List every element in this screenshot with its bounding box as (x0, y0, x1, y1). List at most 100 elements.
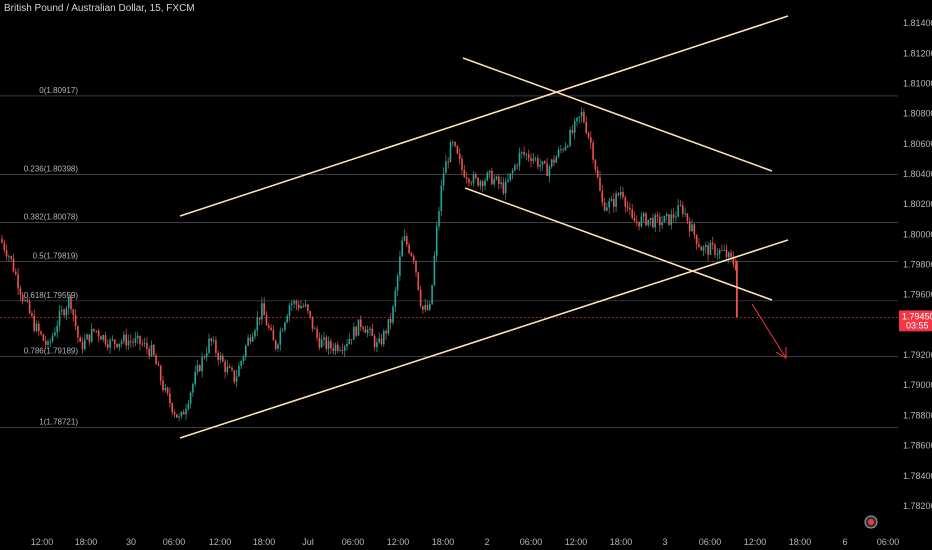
candle-body (622, 192, 624, 198)
time-tick-label: 12:00 (209, 537, 232, 547)
candle-body (728, 252, 730, 258)
candle-body (718, 249, 721, 255)
candle-body (514, 165, 516, 171)
candle-body (564, 146, 567, 151)
candle-body (279, 331, 282, 345)
candle-body (606, 207, 608, 211)
candle-body (380, 338, 383, 345)
candle-body (362, 327, 364, 329)
candle-body (350, 339, 353, 340)
candle-body (486, 172, 489, 181)
price-tick-label: 1.79800 (903, 260, 932, 270)
candle-body (334, 344, 337, 352)
candle-body (125, 334, 127, 346)
candle-body (679, 205, 682, 207)
candle-body (445, 161, 447, 174)
candle-body (320, 339, 323, 348)
candle-body (408, 244, 410, 253)
candle-body (675, 216, 677, 218)
candle-body (661, 222, 663, 226)
candle-body (378, 338, 380, 343)
candle-body (153, 344, 155, 356)
candle-body (725, 249, 728, 258)
candle-body (626, 206, 629, 208)
candle-body (24, 299, 26, 301)
candle-body (77, 326, 79, 338)
candle-body (736, 261, 738, 318)
candle-body (603, 202, 606, 211)
candle-body (576, 117, 578, 122)
axes: 1.81400 1.81200 1.81000 1.80800 1.80600 1.804… (31, 18, 932, 547)
candle-body (419, 289, 422, 307)
time-tick-label: 6 (842, 537, 847, 547)
candle-body (35, 323, 38, 331)
candle-body (477, 177, 479, 186)
candle-body (721, 249, 723, 251)
candle-body (440, 185, 443, 212)
candle-body (638, 221, 640, 227)
candle-body (93, 328, 95, 331)
candle-body (107, 344, 109, 348)
fib-level-label: 0.786(1.79189) (24, 347, 79, 356)
candle-body (422, 306, 424, 310)
candle-body (633, 218, 636, 222)
fib-retracement[interactable]: 0(1.80917) 0.236(1.80398) 0.382(1.80078) 0.… (0, 86, 898, 428)
candle-body (49, 341, 52, 343)
candle-body (373, 336, 376, 348)
candle-body (677, 205, 679, 217)
candle-body (590, 137, 592, 143)
candle-body (562, 149, 564, 151)
candle-body (185, 408, 187, 415)
time-tick-label: 3 (662, 537, 667, 547)
candle-body (51, 335, 54, 342)
candle-body (686, 213, 689, 222)
candle-body (208, 338, 210, 353)
candle-body (309, 311, 311, 317)
price-tick-label: 1.78600 (903, 441, 932, 451)
candle-body (5, 250, 8, 257)
candle-body (65, 308, 68, 316)
candle-body (261, 303, 263, 320)
candle-body (548, 166, 551, 177)
candle-body (438, 211, 440, 227)
candle-body (231, 367, 233, 371)
time-tick-label: 18:00 (610, 537, 633, 547)
candle-body (458, 153, 461, 159)
candle-body (617, 193, 620, 196)
candle-body (337, 344, 339, 351)
candle-body (44, 340, 47, 345)
price-tick-label: 1.79000 (903, 380, 932, 390)
candle-body (624, 197, 627, 207)
candle-body (281, 330, 284, 332)
candle-body (371, 328, 374, 337)
candle-body (525, 154, 528, 156)
time-tick-label: 18:00 (789, 537, 812, 547)
candle-body (698, 244, 700, 247)
candle-body (465, 177, 468, 179)
candle-body (235, 376, 238, 382)
descending-upper-line (462, 57, 773, 172)
candle-body (38, 323, 40, 332)
trendlines[interactable] (179, 15, 789, 439)
candle-body (636, 221, 638, 223)
candle-body (498, 176, 500, 184)
candle-body (484, 180, 486, 186)
candle-body (341, 350, 344, 351)
candle-body (245, 345, 247, 357)
candle-body (629, 207, 631, 210)
time-tick-label: 06:00 (699, 537, 722, 547)
candle-body (452, 141, 454, 143)
candle-body (401, 240, 403, 257)
candle-body (224, 361, 226, 373)
candle-body (263, 303, 265, 316)
candle-body (199, 365, 201, 372)
time-tick-label: 06:00 (877, 537, 900, 547)
candle-body (81, 341, 84, 350)
candle-body (90, 328, 93, 342)
candle-body (682, 205, 684, 214)
candle-body (323, 337, 325, 340)
candle-body (387, 318, 390, 334)
price-tick-label: 1.81000 (903, 78, 932, 88)
